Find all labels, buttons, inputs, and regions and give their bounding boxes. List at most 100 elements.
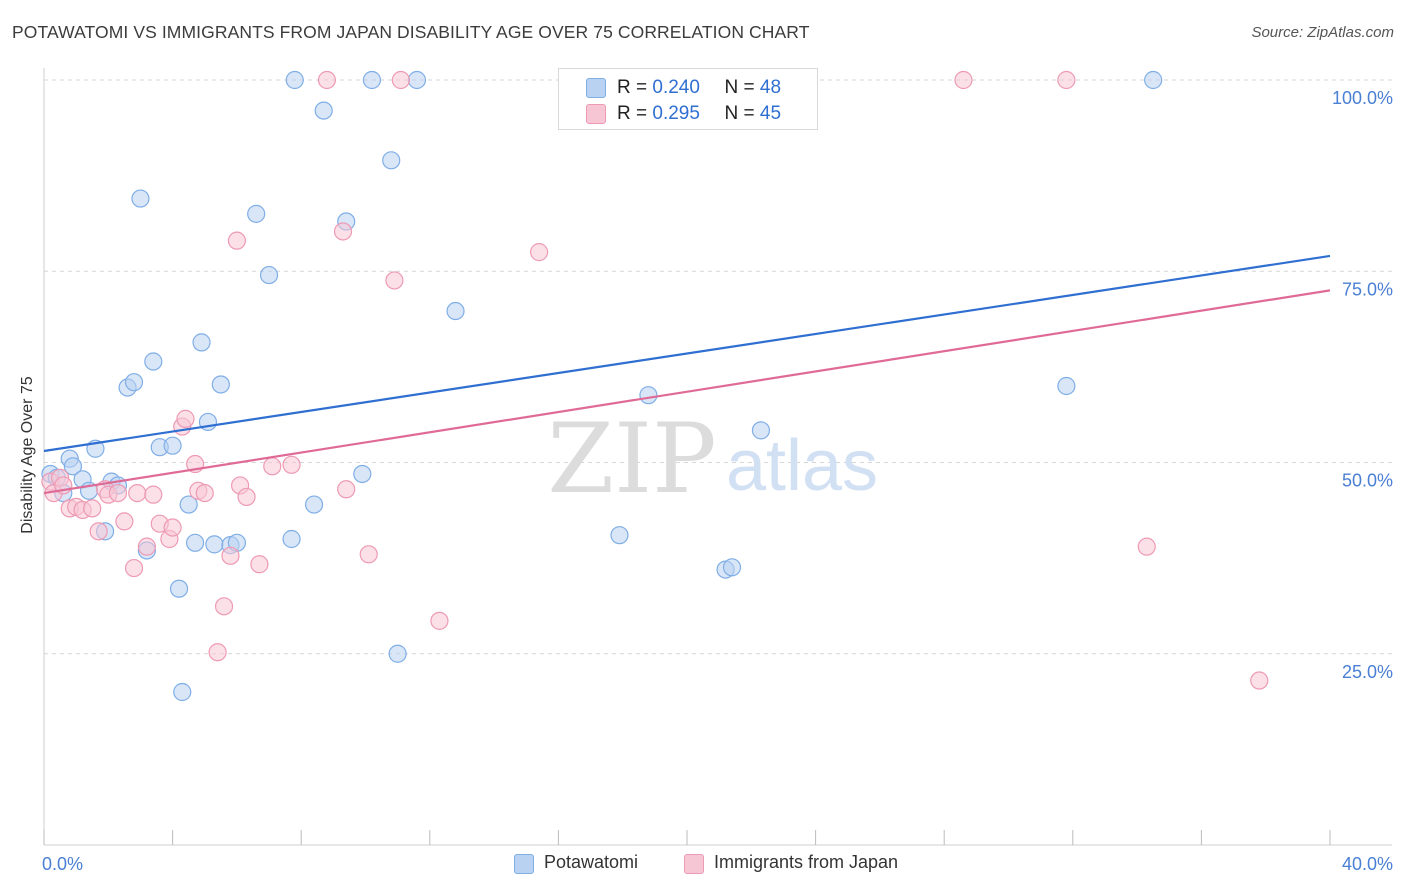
- japan-point: [89, 522, 108, 541]
- correlation-legend: R = 0.240 N = 48 R = 0.295 N = 45: [558, 68, 818, 130]
- potawatomi-point: [163, 436, 182, 455]
- potawatomi-point: [259, 265, 279, 285]
- x-tick-labels: 0.0% 40.0%: [42, 854, 1393, 874]
- y-tick-labels: 25.0% 50.0% 75.0% 100.0%: [1332, 88, 1393, 682]
- japan-point: [176, 409, 195, 428]
- legend-text-pink: R = 0.295 N = 45: [617, 103, 781, 125]
- r-value: 0.240: [652, 77, 700, 98]
- trend-lines: [43, 254, 1331, 495]
- japan-point: [954, 70, 973, 90]
- japan-point: [430, 611, 449, 630]
- potawatomi-point: [382, 151, 401, 170]
- potawatomi-point: [131, 189, 150, 208]
- legend-text-blue: R = 0.240 N = 48: [617, 77, 781, 99]
- japan-point: [337, 480, 356, 499]
- y-tick-label: 75.0%: [1342, 279, 1393, 299]
- potawatomi-point: [285, 70, 304, 90]
- japan-point: [385, 271, 404, 290]
- watermark-zip: ZIP: [547, 403, 716, 515]
- watermark-atlas: atlas: [726, 426, 878, 506]
- legend-label-potawatomi: Potawatomi: [544, 852, 639, 872]
- potawatomi-point: [314, 101, 333, 120]
- japan-point: [1250, 671, 1269, 690]
- potawatomi-point: [63, 457, 83, 476]
- r-label: R =: [617, 77, 648, 98]
- potawatomi-point: [407, 70, 427, 90]
- potawatomi-point: [353, 464, 372, 484]
- r-value: 0.295: [652, 103, 700, 124]
- japan-point: [391, 70, 410, 90]
- n-value: 45: [759, 103, 782, 124]
- potawatomi-point: [446, 301, 465, 321]
- legend-swatch-pink: [586, 104, 606, 124]
- potawatomi-point: [610, 526, 629, 545]
- trend-line-potawatomi: [43, 254, 1331, 453]
- japan-point: [83, 499, 102, 518]
- potawatomi-point: [173, 682, 192, 702]
- japan-point: [263, 457, 282, 476]
- japan-point: [208, 643, 227, 662]
- n-label: N =: [724, 103, 755, 124]
- legend-label-japan: Immigrants from Japan: [714, 852, 899, 872]
- potawatomi-point: [124, 373, 144, 392]
- chart-title: POTAWATOMI VS IMMIGRANTS FROM JAPAN DISA…: [12, 22, 810, 42]
- y-tick-label: 100.0%: [1332, 88, 1393, 108]
- y-tick-label: 25.0%: [1342, 662, 1393, 682]
- legend-swatch-pink: [684, 854, 704, 874]
- n-value: 48: [759, 77, 782, 98]
- n-label: N =: [724, 77, 755, 98]
- japan-point: [144, 485, 163, 504]
- trend-line-japan: [43, 289, 1331, 495]
- source-label: Source: ZipAtlas.com: [1251, 24, 1394, 41]
- axes: [43, 68, 1392, 846]
- potawatomi-point: [179, 495, 198, 514]
- potawatomi-point: [751, 421, 771, 440]
- potawatomi-point: [247, 204, 266, 223]
- y-axis-title: Disability Age Over 75: [19, 376, 36, 534]
- potawatomi-point: [1057, 376, 1076, 396]
- japan-point: [317, 70, 337, 90]
- japan-point: [1057, 70, 1076, 90]
- japan-point: [227, 231, 246, 250]
- legend-swatch-blue: [514, 854, 534, 874]
- potawatomi-point: [1144, 70, 1163, 90]
- japan-point: [221, 546, 240, 565]
- watermark: ZIP atlas: [547, 403, 878, 515]
- legend-swatch-blue: [586, 78, 606, 98]
- r-label: R =: [617, 103, 648, 124]
- series-legend: Potawatomi Immigrants from Japan: [0, 852, 1406, 878]
- potawatomi-point: [388, 644, 407, 663]
- japan-point: [282, 455, 301, 474]
- potawatomi-point: [205, 535, 224, 554]
- japan-point: [237, 487, 256, 507]
- x-tick-label: 40.0%: [1342, 854, 1393, 874]
- japan-point: [108, 484, 128, 503]
- japan-point: [128, 484, 147, 503]
- potawatomi-point: [211, 375, 230, 394]
- japan-point: [163, 518, 182, 537]
- japan-point: [530, 243, 549, 262]
- potawatomi-point: [282, 529, 301, 549]
- japan-point: [214, 597, 234, 616]
- series-japan-points: [41, 70, 1269, 690]
- potawatomi-point: [722, 558, 742, 577]
- potawatomi-point: [169, 579, 189, 598]
- y-tick-label: 50.0%: [1342, 471, 1393, 491]
- series-potawatomi-points: [41, 70, 1163, 702]
- x-tick-label: 0.0%: [42, 854, 83, 874]
- potawatomi-point: [186, 533, 205, 552]
- potawatomi-point: [362, 70, 382, 90]
- japan-point: [124, 558, 144, 578]
- japan-point: [250, 555, 269, 574]
- japan-point: [1137, 537, 1156, 556]
- japan-point: [115, 512, 134, 531]
- potawatomi-point: [192, 333, 211, 352]
- potawatomi-point: [144, 352, 163, 371]
- japan-point: [195, 484, 214, 503]
- japan-point: [359, 545, 378, 564]
- potawatomi-point: [304, 495, 324, 514]
- japan-point: [137, 537, 156, 556]
- japan-point: [333, 222, 353, 241]
- potawatomi-point: [639, 386, 658, 405]
